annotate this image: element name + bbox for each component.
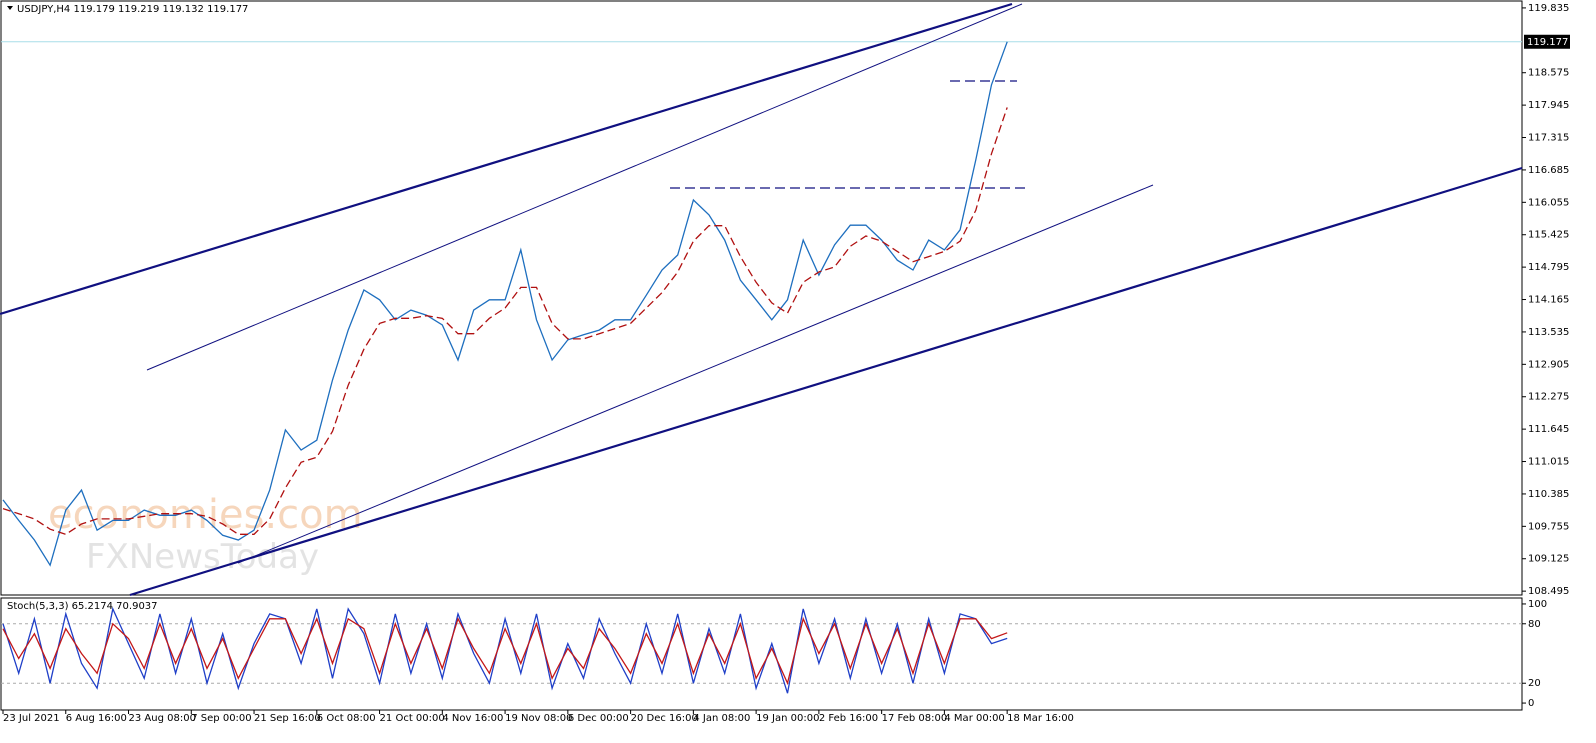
trendline <box>146 3 1023 371</box>
price-line <box>2 616 1008 686</box>
x-tick-label: 4 Mar 00:00 <box>944 713 1004 724</box>
trendline <box>0 2 1013 316</box>
symbol-header: USDJPY,H4 119.179 119.219 119.132 119.17… <box>17 4 248 15</box>
y-tick-label: 109.125 <box>1528 554 1569 565</box>
x-tick-label: 6 Oct 08:00 <box>317 713 376 724</box>
x-tick-label: 4 Nov 16:00 <box>442 713 503 724</box>
y-tick-label: 118.575 <box>1528 68 1569 79</box>
x-tick-label: 2 Feb 16:00 <box>819 713 878 724</box>
y-tick-label: 80 <box>1528 619 1541 630</box>
watermark: economies.com <box>48 492 363 538</box>
y-tick-label: 112.905 <box>1528 359 1569 370</box>
trendlines <box>0 2 1523 597</box>
x-tick-label: 6 Dec 00:00 <box>568 713 629 724</box>
y-tick-label: 100 <box>1528 599 1547 610</box>
x-tick-label: 21 Sep 16:00 <box>254 713 321 724</box>
stoch-pane <box>0 597 1523 711</box>
last-price-box <box>1524 34 1570 49</box>
y-tick-label: 114.795 <box>1528 262 1569 273</box>
menu-arrow[interactable] <box>7 6 13 10</box>
y-tick-label: 115.425 <box>1528 230 1569 241</box>
y-tick-label: 119.835 <box>1528 3 1569 14</box>
y-tick-label: 117.315 <box>1528 133 1569 144</box>
x-tick-label: 7 Sep 00:00 <box>191 713 251 724</box>
trendline <box>129 166 1523 597</box>
y-tick-label: 0 <box>1528 698 1534 709</box>
stoch-header: Stoch(5,3,3) 65.2174 70.9037 <box>7 601 158 612</box>
x-tick-label: 4 Jan 08:00 <box>693 713 750 724</box>
x-tick-label: 18 Mar 16:00 <box>1007 713 1074 724</box>
y-tick-label: 117.945 <box>1528 100 1569 111</box>
y-tick-label: 111.645 <box>1528 424 1569 435</box>
y-tick-label: 116.685 <box>1528 165 1569 176</box>
y-tick-label: 116.055 <box>1528 197 1569 208</box>
x-tick-label: 6 Aug 16:00 <box>66 713 127 724</box>
x-tick-label: 21 Oct 00:00 <box>380 713 445 724</box>
y-tick-label: 109.755 <box>1528 521 1569 532</box>
x-tick-label: 17 Feb 08:00 <box>882 713 948 724</box>
trendline <box>237 184 1154 564</box>
x-tick-label: 23 Aug 08:00 <box>129 713 196 724</box>
watermark: FXNewsToday <box>86 537 319 577</box>
price-line <box>2 41 1008 567</box>
y-tick-label: 114.165 <box>1528 295 1569 306</box>
x-tick-label: 19 Jan 00:00 <box>756 713 819 724</box>
last-price-label: 119.177 <box>1527 37 1568 48</box>
y-tick-label: 113.535 <box>1528 327 1569 338</box>
y-tick-label: 112.275 <box>1528 392 1569 403</box>
x-tick-label: 20 Dec 16:00 <box>631 713 698 724</box>
y-tick-label: 111.015 <box>1528 457 1569 468</box>
x-tick-label: 19 Nov 08:00 <box>505 713 572 724</box>
y-tick-label: 110.385 <box>1528 489 1569 500</box>
y-tick-label: 20 <box>1528 678 1541 689</box>
price-line <box>2 107 1008 536</box>
price-pane <box>0 0 1523 596</box>
x-tick-label: 23 Jul 2021 <box>3 713 60 724</box>
y-tick-label: 108.495 <box>1528 586 1569 597</box>
